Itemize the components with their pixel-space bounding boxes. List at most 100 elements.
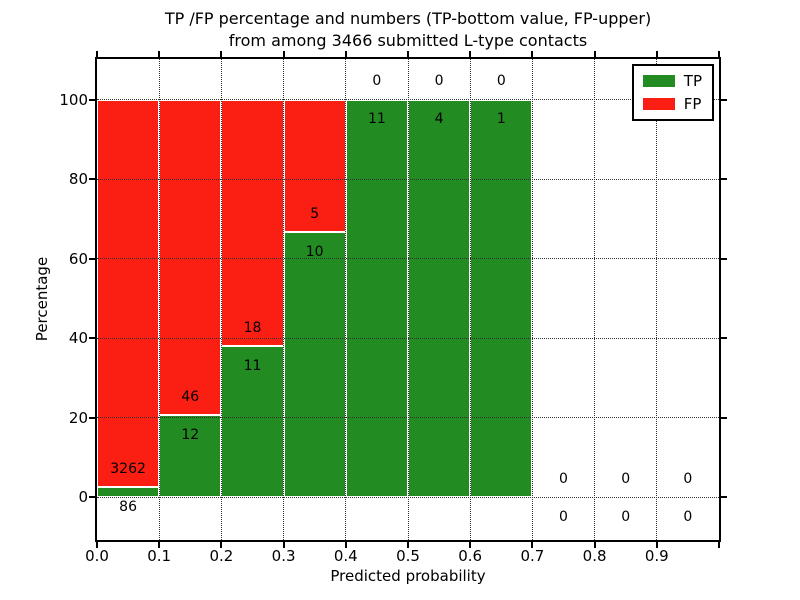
bar-fp-segment [221, 99, 284, 347]
bar-tp-count-label: 10 [305, 243, 324, 260]
x-tick [531, 51, 534, 57]
bar-tp-segment [408, 99, 471, 498]
y-tick [721, 98, 727, 101]
y-tick-label: 100 [59, 90, 88, 109]
y-tick [89, 337, 95, 340]
bar-tp-count-label: 0 [559, 508, 568, 525]
bar-fp-count-label: 0 [496, 73, 506, 90]
legend-label-fp: FP [683, 95, 702, 113]
y-tick [89, 496, 95, 499]
bar-tp-count-label: 11 [243, 358, 262, 375]
bar-tp-count-label: 11 [367, 111, 386, 128]
x-tick [158, 51, 161, 57]
legend-entry-fp: FP [642, 95, 702, 113]
y-gridline [97, 337, 719, 339]
y-tick [721, 178, 727, 181]
bars-layer [97, 59, 719, 540]
x-tick-label: 0.0 [85, 547, 109, 565]
x-tick [593, 51, 596, 57]
x-gridline [531, 59, 533, 540]
x-tick [96, 51, 98, 57]
y-gridline [97, 417, 719, 419]
bar-fp-count-label: 0 [621, 470, 631, 487]
bar-fp-count-label: 5 [310, 205, 320, 222]
plot-area: 3262 86 46 12 18 11 5 10 0 11 0 4 0 1 0 0 0 0 0 0 TP FP [89, 51, 727, 548]
bar-tp-segment [283, 232, 346, 498]
y-gridline [97, 178, 719, 180]
x-tick [282, 51, 285, 57]
y-gridline [97, 99, 719, 101]
y-gridline [97, 258, 719, 260]
y-tick [721, 416, 727, 419]
grid-layer [97, 59, 719, 540]
x-tick-label: 0.2 [209, 547, 234, 565]
bar-tp-count-label: 0 [621, 508, 631, 525]
y-tick [721, 337, 727, 340]
bar-tp-count-label: 1 [496, 111, 506, 128]
x-tick-label: 0.8 [582, 547, 607, 565]
bar-fp-count-label: 3262 [110, 460, 146, 477]
y-tick-label: 60 [68, 249, 88, 268]
legend-entry-tp: TP [642, 72, 702, 90]
x-gridline [345, 59, 347, 540]
x-tick [344, 542, 347, 548]
chart-title-line1: TP /FP percentage and numbers (TP-bottom… [164, 9, 652, 28]
x-tick [655, 51, 658, 57]
y-tick [721, 257, 727, 260]
bar-fp-count-label: 46 [181, 388, 200, 405]
y-tick-label: 0 [78, 488, 88, 507]
x-tick-label: 0.5 [396, 547, 420, 565]
legend-label-tp: TP [683, 72, 702, 90]
x-tick [220, 51, 223, 57]
y-tick [89, 178, 95, 181]
x-tick [220, 542, 223, 548]
bar-tp-count-label: 0 [683, 508, 693, 525]
bar-tp-count-label: 12 [181, 426, 200, 443]
bar-tp-count-label: 4 [434, 111, 444, 128]
bar-tp-segment [97, 486, 160, 498]
x-tick [96, 542, 98, 548]
ticks-layer [89, 51, 727, 548]
x-tick-label: 0.1 [147, 547, 172, 565]
x-tick [469, 542, 472, 548]
x-tick [407, 542, 409, 548]
legend-swatch-fp-icon [642, 98, 675, 110]
x-gridline [158, 59, 160, 540]
x-tick [531, 542, 534, 548]
x-tick [469, 51, 472, 57]
bar-fp-count-label: 0 [372, 73, 382, 90]
y-tick [89, 416, 95, 419]
chart-title-line2: from among 3466 submitted L-type contact… [228, 31, 588, 50]
y-gridline [97, 496, 719, 498]
bar-tp-segment [159, 414, 222, 498]
x-tick [407, 51, 409, 57]
bar-fp-count-label: 0 [434, 73, 444, 90]
x-tick [158, 542, 161, 548]
x-gridline [407, 59, 409, 540]
bar-tp-segment [470, 99, 533, 498]
x-gridline [283, 59, 285, 540]
bar-fp-segment [283, 99, 346, 233]
x-tick [655, 542, 658, 548]
bar-fp-segment [159, 99, 222, 415]
y-tick [721, 496, 727, 499]
y-tick-label: 40 [68, 329, 88, 348]
bar-fp-segment [97, 99, 160, 487]
x-tick-label: 0.4 [333, 547, 358, 565]
x-tick-label: 0.3 [271, 547, 296, 565]
y-tick [89, 98, 95, 101]
legend-swatch-tp-icon [642, 75, 675, 87]
x-tick [718, 542, 720, 548]
bar-fp-count-label: 0 [559, 470, 568, 487]
x-gridline [469, 59, 471, 540]
x-gridline [220, 59, 222, 540]
x-tick-label: 0.6 [458, 547, 483, 565]
x-tick [593, 542, 596, 548]
x-tick [718, 51, 720, 57]
y-tick-label: 80 [68, 170, 88, 189]
x-gridline [656, 59, 658, 540]
bar-tp-segment [345, 99, 408, 498]
x-tick [344, 51, 347, 57]
x-tick [282, 542, 285, 548]
